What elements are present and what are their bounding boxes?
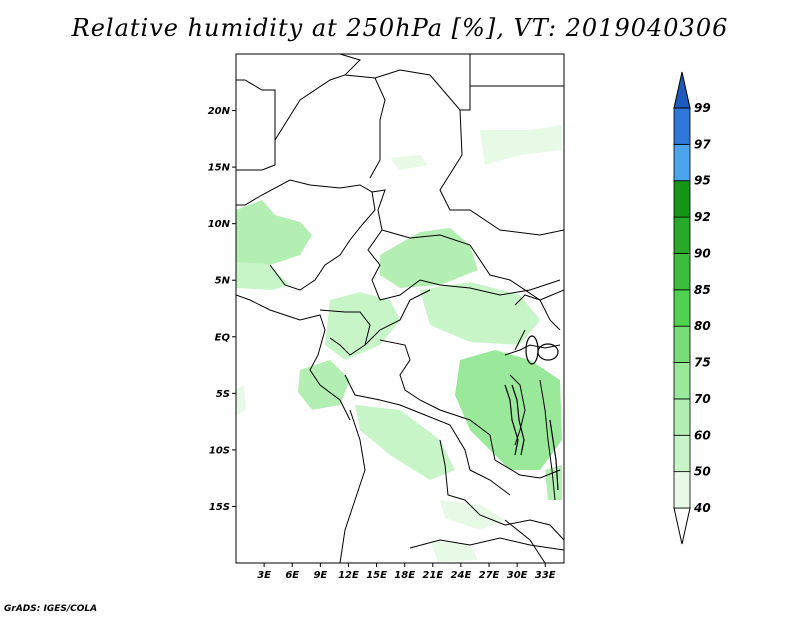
humidity-patch <box>380 228 478 288</box>
colorbar: 40 50 60 70 75 80 85 90 92 95 97 99 <box>673 71 711 545</box>
lon-tick-label: 33E <box>535 570 556 581</box>
colorbar-label: 60 <box>694 428 711 442</box>
lon-tick-label: 6E <box>285 570 299 581</box>
colorbar-lower-cap <box>673 507 691 545</box>
colorbar-swatch <box>673 289 691 327</box>
humidity-patch <box>355 405 455 480</box>
colorbar-upper-cap <box>673 71 691 109</box>
colorbar-swatch <box>673 471 691 509</box>
humidity-patch <box>420 282 540 345</box>
lon-tick-label: 30E <box>507 570 528 581</box>
lon-tick-label: 3E <box>257 570 271 581</box>
lon-tick-label: 18E <box>394 570 415 581</box>
colorbar-label: 70 <box>694 392 711 406</box>
humidity-patch <box>430 540 478 562</box>
colorbar-label: 95 <box>694 174 711 188</box>
colorbar-label: 85 <box>694 283 711 297</box>
humidity-patch <box>325 292 400 360</box>
colorbar-swatch <box>673 362 691 400</box>
humidity-patch <box>236 200 312 270</box>
humidity-patch <box>440 500 505 530</box>
colorbar-label: 92 <box>694 210 711 224</box>
colorbar-label: 80 <box>694 319 711 333</box>
lat-tick-label: 5S <box>216 389 230 400</box>
lon-tick-label: 15E <box>366 570 387 581</box>
map-title: Relative humidity at 250hPa [%], VT: 201… <box>71 14 729 42</box>
lat-tick-label: 5N <box>215 276 231 287</box>
colorbar-label: 99 <box>694 101 711 115</box>
colorbar-swatch <box>673 143 691 182</box>
humidity-patch <box>455 350 562 470</box>
colorbar-label: 75 <box>694 356 711 370</box>
humidity-patch <box>236 385 246 415</box>
longitude-axis: 3E 6E 9E 12E 15E 18E 21E 24E 27E 30E 33E <box>257 563 556 581</box>
lat-tick-label: 15S <box>209 502 230 513</box>
humidity-patch <box>390 155 428 170</box>
lat-tick-label: 15N <box>208 163 231 174</box>
colorbar-label: 50 <box>694 465 711 479</box>
lat-tick-label: 10N <box>208 219 231 230</box>
lon-tick-label: 9E <box>313 570 327 581</box>
colorbar-swatch <box>673 253 691 291</box>
colorbar-label: 40 <box>693 501 711 515</box>
lat-tick-label: 10S <box>209 445 230 456</box>
colorbar-label: 90 <box>694 246 711 260</box>
lat-tick-label: EQ <box>215 332 231 343</box>
colorbar-swatch <box>673 434 691 473</box>
colorbar-swatch <box>673 398 691 436</box>
lon-tick-label: 21E <box>422 570 443 581</box>
latitude-axis: 20N 15N 10N 5N EQ 5S 10S 15S <box>208 106 236 513</box>
colorbar-swatch <box>673 180 691 218</box>
grads-credit: GrADS: IGES/COLA <box>4 604 98 614</box>
humidity-patch <box>298 360 350 410</box>
lat-tick-label: 20N <box>208 106 231 117</box>
colorbar-swatch <box>673 325 691 363</box>
colorbar-swatch <box>673 107 691 145</box>
humidity-patch <box>236 262 290 290</box>
map-frame <box>235 53 565 564</box>
colorbar-swatch <box>673 216 691 254</box>
lon-tick-label: 24E <box>451 570 472 581</box>
lon-tick-label: 27E <box>479 570 500 581</box>
colorbar-label: 97 <box>694 137 711 151</box>
humidity-patch <box>480 125 562 165</box>
lakes <box>504 335 559 491</box>
lon-tick-label: 12E <box>338 570 359 581</box>
country-borders <box>236 54 564 563</box>
